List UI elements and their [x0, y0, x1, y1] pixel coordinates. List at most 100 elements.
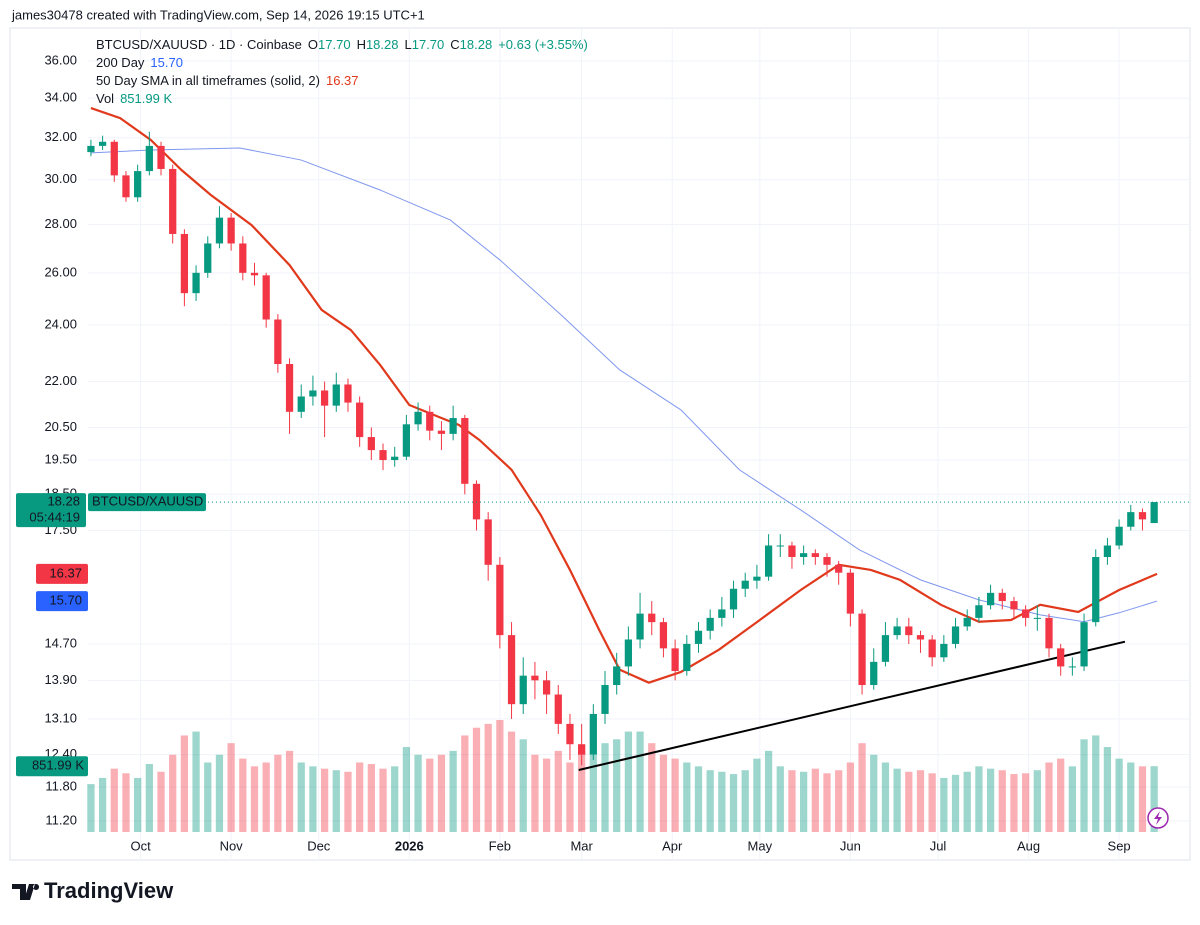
volume-bar — [449, 750, 457, 832]
candle-body — [391, 456, 399, 461]
volume-bar — [239, 758, 247, 832]
y-tick-label: 11.20 — [45, 812, 77, 827]
volume-bar — [589, 754, 597, 832]
volume-bar — [332, 770, 340, 832]
volume-bar — [1138, 766, 1147, 832]
ohlc-value: 18.28 — [366, 37, 399, 52]
volume-bar — [519, 739, 527, 832]
volume-bar — [98, 777, 107, 832]
volume-badge-label: 851.99 K — [32, 758, 84, 773]
candle-body — [239, 243, 247, 273]
candle-body — [285, 364, 294, 412]
volume-bar — [671, 758, 679, 832]
header: james30478 created with TradingView.com,… — [11, 7, 425, 22]
candle-body — [928, 639, 936, 658]
logo: TradingView — [12, 878, 174, 903]
volume-bar — [613, 739, 621, 832]
candle-body — [496, 564, 504, 636]
candle-body — [215, 217, 224, 244]
candle-body — [601, 685, 609, 714]
x-tick-label: May — [748, 838, 773, 853]
volume-bar — [998, 770, 1006, 832]
volume-bar — [496, 720, 504, 832]
volume-bar — [391, 766, 399, 832]
volume-bar — [1080, 739, 1088, 832]
candle-body — [624, 639, 633, 667]
x-tick-label: Apr — [662, 838, 683, 853]
candle-body — [122, 175, 130, 198]
axis: 36.00 34.00 32.00 30.00 28.00 26.00 24.00 22.00… — [16, 52, 1190, 853]
countdown: 05:44:19 — [29, 510, 80, 525]
volume-bar — [180, 735, 189, 832]
x-tick-label: Jun — [840, 838, 861, 853]
candle-body — [1057, 648, 1065, 667]
candle-body — [1033, 617, 1041, 619]
volume-bar — [250, 766, 259, 832]
candle-body — [776, 545, 784, 547]
legend-line: Vol 851.99 K — [96, 91, 172, 106]
volume-bar — [1150, 766, 1158, 832]
volume-bar — [531, 754, 539, 832]
footer: TradingView — [44, 878, 174, 903]
candle-body — [414, 411, 422, 425]
ohlc-key: C — [450, 37, 459, 52]
volume-bar — [145, 764, 153, 832]
volume-bar — [134, 777, 142, 832]
candle-body — [963, 617, 971, 627]
volume-bar — [122, 773, 130, 832]
candle-body — [98, 141, 107, 146]
candle-body — [507, 635, 516, 705]
y-tick-label: 26.00 — [44, 264, 77, 279]
candle-body — [846, 572, 854, 614]
y-tick-label: 13.90 — [44, 672, 77, 687]
candle-body — [870, 661, 878, 686]
volume-bar — [554, 750, 562, 832]
ohlc-value: 18.28 — [460, 37, 493, 52]
volume-bar — [986, 768, 995, 832]
candle-body — [578, 744, 586, 755]
volume-bar — [788, 770, 796, 832]
volume-bar — [507, 731, 516, 832]
volume-bar — [1068, 766, 1076, 832]
volume-bar — [356, 762, 364, 832]
candle-body — [683, 643, 691, 672]
change: +0.63 (+3.55%) — [498, 37, 588, 52]
candle-body — [800, 553, 808, 558]
flash-icon[interactable] — [1147, 807, 1169, 829]
legend-line: 200 Day 15.70 — [96, 55, 183, 70]
volume-bar — [274, 754, 282, 832]
candle-body — [367, 437, 375, 451]
volume-bar — [344, 771, 352, 832]
candle-body — [986, 592, 995, 606]
candle-body — [905, 626, 913, 636]
lines — [90, 107, 1158, 772]
candle-body — [461, 418, 469, 484]
volume-bar — [215, 754, 224, 832]
symbol-badge-label: BTCUSD/XAUUSD — [92, 494, 203, 509]
candle-body — [788, 545, 796, 558]
ohlc-value: 17.70 — [318, 37, 351, 52]
legend-line: BTCUSD/XAUUSD · 1D · Coinbase O17.70 H18.2… — [96, 37, 588, 52]
line — [90, 107, 1158, 684]
volume-bar — [1022, 773, 1030, 832]
y-tick-label: 19.50 — [44, 451, 77, 466]
candle-body — [764, 545, 773, 577]
volume-bar — [484, 723, 492, 832]
volume-bar — [729, 774, 738, 832]
y-tick-label: 14.70 — [44, 635, 77, 650]
candle-body — [157, 145, 165, 169]
candle-body — [1045, 617, 1053, 649]
volume-bar — [916, 770, 925, 832]
y-tick-label: 13.10 — [44, 710, 77, 725]
y-tick-label: 30.00 — [44, 171, 77, 186]
candle-body — [449, 418, 457, 434]
volume-bar — [285, 750, 294, 832]
volume-bar — [624, 731, 633, 832]
volume-bar — [870, 754, 878, 832]
candle-body — [881, 635, 890, 662]
candle-body — [192, 272, 200, 294]
y-tick-label: 32.00 — [44, 129, 77, 144]
volume-bar — [764, 750, 773, 832]
line — [578, 640, 1126, 772]
